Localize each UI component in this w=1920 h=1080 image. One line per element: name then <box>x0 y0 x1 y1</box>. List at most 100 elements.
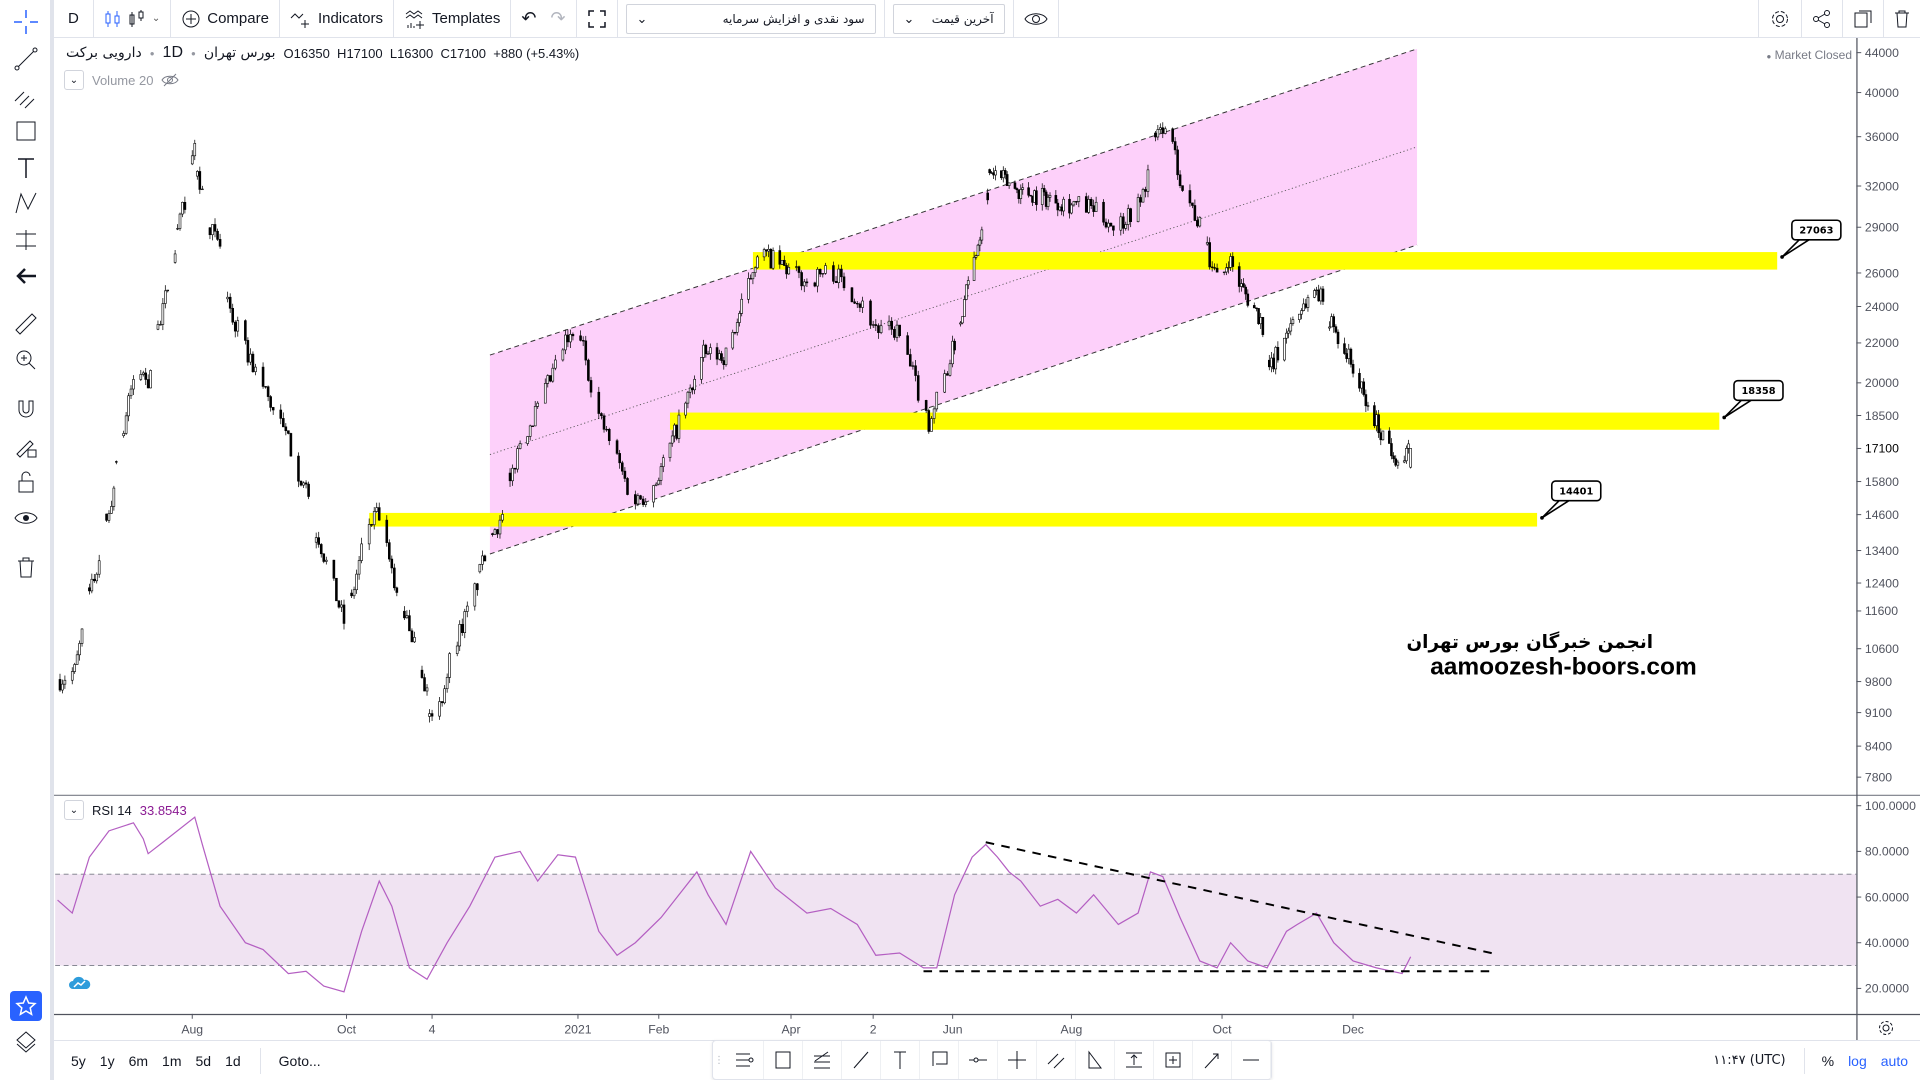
trash-tool[interactable] <box>12 553 40 581</box>
snapshot-button[interactable] <box>1843 0 1884 38</box>
auto-toggle[interactable]: auto <box>1880 1052 1908 1069</box>
price-zone[interactable] <box>752 252 1778 270</box>
fib-tool[interactable] <box>12 81 40 109</box>
candle <box>615 438 619 456</box>
price-zone[interactable] <box>669 412 1720 430</box>
candle <box>911 361 915 370</box>
range-6m[interactable]: 6m <box>128 1052 149 1069</box>
parallel-channel-tool[interactable] <box>1037 1041 1076 1079</box>
symbol-name[interactable]: دارویی برکت <box>66 45 142 61</box>
candle <box>1027 182 1030 198</box>
object-tree-button[interactable] <box>12 1028 40 1056</box>
time-axis[interactable]: Aug Oct 4 2021 Feb Apr 2 Jun Aug Oct Dec <box>181 1013 1364 1037</box>
candle <box>1176 145 1179 180</box>
channel-bottom-line[interactable] <box>489 244 1418 555</box>
price-axis[interactable]: 44000 40000 36000 32000 29000 26000 24000 22000… <box>1856 46 1899 785</box>
settings-button[interactable] <box>1758 0 1802 38</box>
text-tool[interactable] <box>12 154 40 182</box>
range-1m[interactable]: 1m <box>162 1052 182 1069</box>
parallel-channel[interactable] <box>489 48 1418 555</box>
visibility-button[interactable] <box>1012 0 1059 38</box>
text-tool[interactable] <box>881 1041 920 1079</box>
price-pane[interactable] <box>58 48 1778 723</box>
candle <box>566 329 570 348</box>
axis-settings-button[interactable] <box>1876 1018 1896 1043</box>
magnet-tool[interactable] <box>12 395 40 423</box>
chart-type-button[interactable]: ⌄ <box>94 0 172 38</box>
percent-toggle[interactable]: % <box>1821 1052 1835 1069</box>
horizontal-lines-tool[interactable] <box>725 1041 764 1079</box>
candle <box>953 338 956 355</box>
callout-tool[interactable] <box>920 1041 959 1079</box>
undo-icon[interactable]: ↶ <box>521 8 537 28</box>
cross-line-tool[interactable] <box>998 1041 1037 1079</box>
ruler-tool[interactable] <box>12 310 40 338</box>
candle <box>1013 180 1017 190</box>
eye-tool[interactable] <box>12 504 40 532</box>
price-type-select[interactable]: ⌄ آخرین قیمت <box>892 3 1005 34</box>
interval-button[interactable]: D <box>54 0 94 38</box>
range-1y[interactable]: 1y <box>99 1052 115 1069</box>
candle <box>233 320 237 338</box>
templates-button[interactable]: Templates <box>394 0 512 38</box>
rsi-axis[interactable]: 100.0000 80.0000 60.0000 40.0000 20.0000 <box>1856 799 1916 996</box>
trend-line-tool[interactable] <box>842 1041 881 1079</box>
adjustment-select[interactable]: ⌄ سود نقدی و افزایش سرمایه <box>625 3 876 34</box>
price-callouts[interactable]: 27063 18358 14401 <box>1540 219 1842 520</box>
lock-drawing-tool[interactable] <box>12 432 40 460</box>
candle <box>1407 439 1410 454</box>
clock[interactable]: ۱۱:۴۷ (UTC) <box>1713 1053 1786 1068</box>
collapse-rsi-button[interactable]: ⌄ <box>64 800 84 820</box>
log-toggle[interactable]: log <box>1848 1052 1867 1069</box>
callout-box[interactable] <box>1791 219 1842 241</box>
favorites-button[interactable] <box>10 991 42 1021</box>
volume-label[interactable]: Volume 20 <box>92 72 154 88</box>
pattern-tool[interactable] <box>12 189 40 217</box>
arrow-tool[interactable] <box>1193 1041 1232 1079</box>
candle <box>706 350 710 355</box>
back-arrow-tool[interactable] <box>12 262 40 290</box>
crosshair-tool[interactable] <box>12 8 40 36</box>
date-price-range-tool[interactable] <box>1154 1041 1193 1079</box>
collapse-legend-button[interactable]: ⌄ <box>64 70 84 90</box>
horizontal-ray-tool[interactable] <box>959 1041 998 1079</box>
callout-box[interactable] <box>1550 480 1602 502</box>
triangle-tool[interactable] <box>1076 1041 1115 1079</box>
candle <box>299 480 303 487</box>
rsi-trendline[interactable] <box>985 841 1497 956</box>
rsi-name[interactable]: RSI 14 <box>92 802 132 818</box>
candle <box>1107 219 1110 233</box>
delete-button[interactable] <box>1884 0 1920 38</box>
price-tick-label: 10600 <box>1865 642 1899 656</box>
rectangle-tool[interactable] <box>12 117 40 145</box>
chevron-down-icon[interactable]: ⌄ <box>151 13 161 24</box>
candle <box>1321 286 1325 305</box>
indicators-button[interactable]: Indicators <box>280 0 394 38</box>
unlock-tool[interactable] <box>12 468 40 496</box>
candle <box>986 188 989 205</box>
range-5y[interactable]: 5y <box>71 1052 86 1069</box>
price-range-tool[interactable] <box>1115 1041 1154 1079</box>
compare-button[interactable]: Compare <box>171 0 280 38</box>
price-zone[interactable] <box>369 512 1538 527</box>
candle <box>1317 284 1320 302</box>
trend-line-tool[interactable] <box>12 45 40 73</box>
cloud-button[interactable] <box>68 972 92 994</box>
range-1d[interactable]: 1d <box>225 1052 241 1069</box>
zoom-in-tool[interactable] <box>12 346 40 374</box>
callout-box[interactable] <box>1733 379 1784 402</box>
range-5d[interactable]: 5d <box>195 1052 212 1069</box>
redo-icon[interactable]: ↷ <box>550 8 566 28</box>
prediction-tool[interactable] <box>12 226 40 254</box>
goto-button[interactable]: Goto... <box>278 1052 321 1069</box>
rectangle-tool[interactable] <box>764 1041 803 1079</box>
drag-handle[interactable]: ⋮ <box>714 1054 724 1066</box>
candle <box>302 481 305 489</box>
eye-hidden-icon[interactable] <box>161 72 180 88</box>
fib-retracement-tool[interactable] <box>803 1041 842 1079</box>
rsi-pane[interactable] <box>55 816 1857 993</box>
share-button[interactable] <box>1802 0 1843 38</box>
fullscreen-button[interactable] <box>577 0 618 38</box>
horizontal-line-tool[interactable] <box>1232 1041 1271 1079</box>
